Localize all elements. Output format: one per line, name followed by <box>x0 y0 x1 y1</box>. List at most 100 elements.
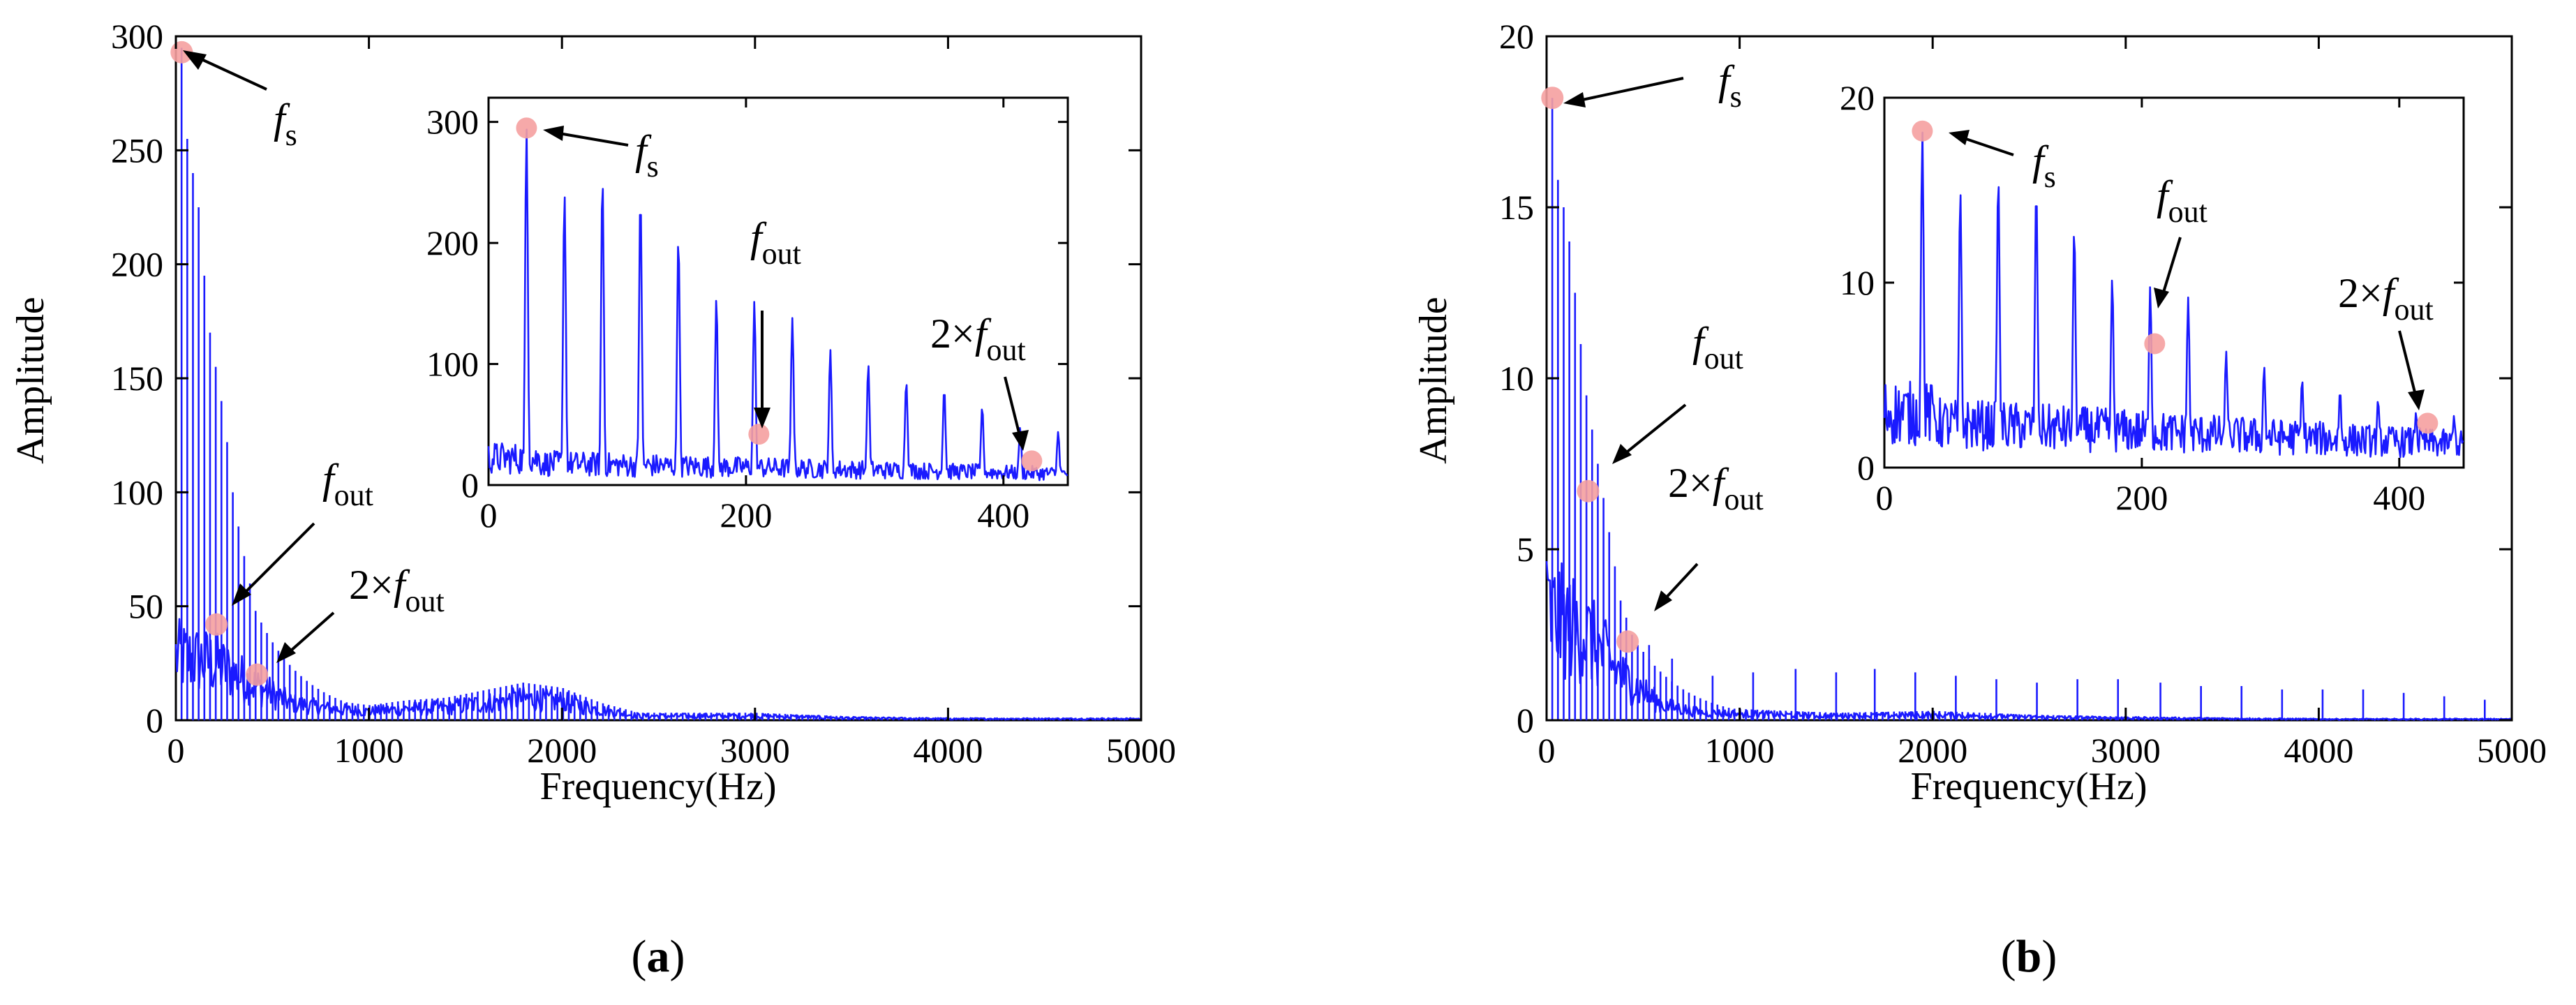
inset-annotation-2fout-b: 2×fout <box>2338 270 2434 410</box>
inset-arrow-fs-b <box>1959 135 2014 156</box>
a-y-tick-label: 100 <box>111 472 163 512</box>
arrowhead-fs-b <box>1563 92 1586 107</box>
highlight-markers-a <box>170 40 269 686</box>
b-x-tick-label: 4000 <box>2284 731 2353 770</box>
label-fout-b: fout <box>1692 319 1743 375</box>
panel-label-b: (b) <box>2001 931 2057 982</box>
b-inset-trace <box>1883 131 2464 459</box>
inset-spectrum-series-a <box>487 128 1069 482</box>
highlight-markers-b <box>1541 87 1639 653</box>
inset-arrow-2fout-b <box>2398 330 2418 399</box>
b-y-tick-label: 10 <box>1499 359 1534 398</box>
b-x-tick-label: 5000 <box>2477 731 2547 770</box>
a-y-tick-label: 50 <box>128 587 163 626</box>
a-inset-highlight-marker <box>748 424 770 445</box>
a-x-tick-label: 1000 <box>334 731 404 770</box>
b-y-tick-label: 0 <box>1517 701 1534 740</box>
a-x-tick-label: 4000 <box>913 731 983 770</box>
inset-arrowhead-2fout-b <box>2408 389 2425 410</box>
inset-arrowhead-fout-a <box>754 408 770 429</box>
a-x-tick-label: 200 <box>720 496 772 535</box>
b-x-tick-label: 1000 <box>1705 731 1775 770</box>
y-axis-label-a: Amplitude <box>9 297 52 464</box>
inset-label-fout-b: fout <box>2157 172 2208 229</box>
inset-x-tick-labels-b: 0 200 400 <box>1876 98 2425 517</box>
a-baseline-trace <box>174 618 1142 721</box>
b-inset-highlight-marker <box>2144 333 2166 355</box>
annotation-fs-b: fs <box>1563 57 1742 114</box>
inset-arrow-fout-b <box>2161 237 2182 297</box>
inset-annotation-2fout-a: 2×fout <box>930 311 1029 451</box>
b-y-tick-label: 0 <box>1857 448 1875 487</box>
b-y-tick-label: 20 <box>1840 78 1875 117</box>
label-fout-a: fout <box>322 456 373 512</box>
a-y-tick-label: 0 <box>461 466 479 505</box>
inset-b: 0 200 400 0 10 20 fs fout 2×fout <box>1840 78 2465 517</box>
label-2fout-b: 2×fout <box>1668 460 1764 516</box>
y-tick-labels-b: 0 5 10 15 20 <box>1499 17 2512 740</box>
inset-y-tick-labels-b: 0 10 20 <box>1840 78 2464 487</box>
b-y-tick-label: 10 <box>1840 263 1875 302</box>
b-baseline-trace <box>1545 560 2512 721</box>
b-y-tick-label: 5 <box>1517 530 1534 569</box>
arrow-2fout-a <box>283 611 335 657</box>
annotation-fout-a: fout <box>232 456 373 606</box>
arrowhead-fout-a <box>232 583 251 606</box>
b-x-tick-label: 3000 <box>2091 731 2161 770</box>
b-highlight-marker <box>1616 630 1639 653</box>
inset-arrowhead-fs-a <box>543 126 564 141</box>
inset-frame-a <box>487 96 1069 486</box>
annotation-fs-a: fs <box>183 50 297 152</box>
a-y-tick-label: 100 <box>426 345 479 384</box>
a-inset-highlight-marker <box>516 117 537 139</box>
a-highlight-marker <box>246 663 269 686</box>
label-fs-b: fs <box>1718 57 1742 114</box>
a-x-tick-label: 0 <box>167 731 185 770</box>
spectrum-series-a <box>174 47 1142 721</box>
arrowhead-2fout-b <box>1654 590 1672 611</box>
b-x-tick-label: 200 <box>2115 478 2168 517</box>
b-x-tick-label: 0 <box>1538 731 1556 770</box>
spectrum-series-b <box>1545 98 2512 721</box>
b-inset-highlight-marker <box>1912 120 1933 142</box>
inset-highlight-markers-b <box>1912 120 2439 434</box>
y-axis-label-b: Amplitude <box>1412 297 1455 464</box>
inset-annotation-fout-b: fout <box>2154 172 2208 308</box>
a-y-tick-label: 200 <box>111 245 163 284</box>
label-2fout-a: 2×fout <box>349 562 445 618</box>
a-x-tick-label: 0 <box>480 496 498 535</box>
a-highlight-marker <box>205 613 228 636</box>
arrow-fs-a <box>193 54 267 91</box>
arrow-2fout-b <box>1661 563 1699 603</box>
b-inset-highlight-marker <box>2417 412 2439 434</box>
a-y-tick-label: 200 <box>426 223 479 262</box>
inset-background-a <box>489 98 1068 485</box>
arrowhead-fs-a <box>183 50 207 70</box>
a-x-tick-label: 3000 <box>720 731 790 770</box>
inset-label-2fout-a: 2×fout <box>930 311 1026 367</box>
b-x-tick-label: 0 <box>1876 478 1893 517</box>
inset-arrowhead-fs-b <box>1949 130 1970 145</box>
inset-label-2fout-b: 2×fout <box>2338 270 2434 327</box>
a-y-tick-label: 300 <box>426 103 479 142</box>
a-x-tick-label: 5000 <box>1106 731 1176 770</box>
b-x-tick-label: 2000 <box>1898 731 1967 770</box>
inset-x-tick-labels-a: 0 200 400 <box>480 98 1029 535</box>
arrowhead-2fout-a <box>276 642 296 663</box>
a-y-tick-label: 0 <box>146 701 163 740</box>
annotation-2fout-b: 2×fout <box>1654 460 1764 611</box>
inset-label-fs-b: fs <box>2032 137 2056 194</box>
annotation-2fout-a: 2×fout <box>276 562 445 663</box>
x-tick-labels-b: 0 1000 2000 3000 4000 5000 <box>1538 36 2547 770</box>
label-fs-a: fs <box>274 96 297 152</box>
a-x-tick-label: 2000 <box>527 731 597 770</box>
b-highlight-marker <box>1577 479 1600 502</box>
panel-label-a: (a) <box>632 931 685 982</box>
b-x-tick-label: 400 <box>2373 478 2425 517</box>
inset-arrowhead-fout-b <box>2154 288 2169 308</box>
b-y-tick-label: 15 <box>1499 188 1534 227</box>
x-axis-label-b: Frequency(Hz) <box>1911 765 2147 808</box>
